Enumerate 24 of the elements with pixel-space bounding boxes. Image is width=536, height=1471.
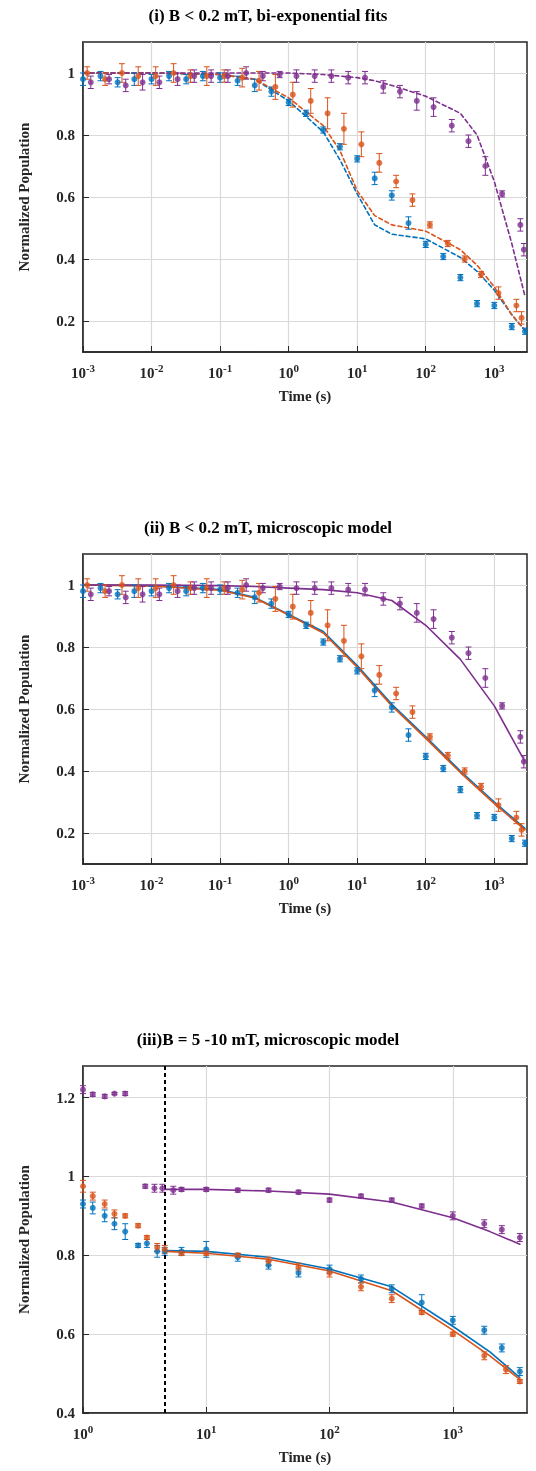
chart-title: (ii) B < 0.2 mT, microscopic model — [144, 518, 393, 537]
y-tick-label: 0.8 — [56, 639, 75, 655]
chart-title: (i) B < 0.2 mT, bi-exponential fits — [148, 6, 388, 25]
x-axis-title: Time (s) — [278, 1448, 332, 1466]
y-axis-title: Normalized Population — [15, 1164, 32, 1314]
x-axis-title: Time (s) — [278, 387, 332, 405]
y-tick-label: 0.4 — [56, 251, 76, 267]
y-tick-label: 1 — [67, 65, 75, 81]
chart-title: (iii)B = 5 -10 mT, microscopic model — [136, 1030, 400, 1049]
y-tick-label: 0.6 — [56, 189, 76, 205]
y-tick-label: 0.2 — [56, 825, 75, 841]
y-axis-title: Normalized Population — [15, 121, 32, 272]
x-axis-title: Time (s) — [278, 899, 332, 917]
y-tick-label: 0.8 — [56, 1247, 75, 1264]
y-tick-label: 0.2 — [56, 313, 75, 329]
y-tick-label: 0.4 — [56, 1405, 76, 1421]
y-tick-label: 0.8 — [56, 127, 75, 143]
y-tick-label: 0.6 — [56, 701, 76, 717]
y-tick-label: 1 — [67, 1168, 75, 1185]
y-axis-title: Normalized Population — [15, 633, 32, 784]
y-tick-label: 1 — [67, 577, 75, 593]
y-tick-label: 1.2 — [56, 1089, 75, 1106]
y-tick-label: 0.4 — [56, 763, 76, 779]
y-tick-label: 0.6 — [56, 1326, 76, 1343]
